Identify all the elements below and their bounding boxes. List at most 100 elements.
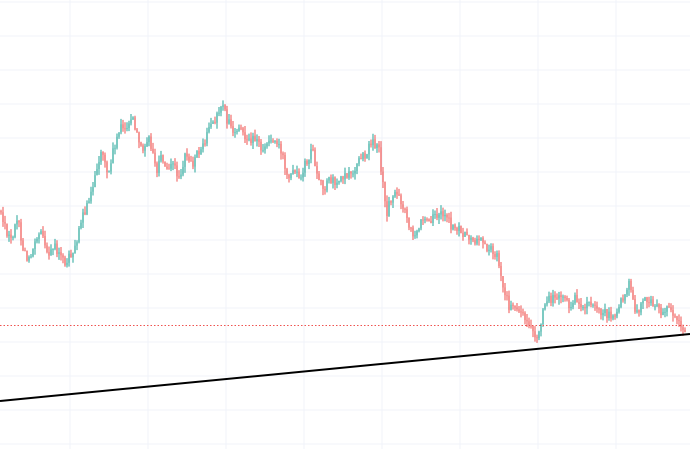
candle-down bbox=[536, 337, 538, 339]
candle-down bbox=[138, 132, 140, 143]
candle-down bbox=[446, 214, 448, 218]
candle-up bbox=[160, 155, 162, 161]
candle-down bbox=[528, 321, 530, 326]
candlestick-series bbox=[0, 100, 686, 343]
candle-down bbox=[514, 306, 516, 308]
candle-down bbox=[494, 254, 496, 257]
candle-down bbox=[282, 153, 284, 156]
candle-up bbox=[624, 294, 626, 301]
candle-down bbox=[436, 214, 438, 218]
candle-up bbox=[424, 219, 426, 221]
candle-up bbox=[98, 161, 100, 170]
candle-up bbox=[300, 177, 302, 179]
candle-down bbox=[450, 217, 452, 230]
candle-down bbox=[136, 129, 138, 133]
candle-up bbox=[570, 307, 572, 309]
candle-down bbox=[386, 201, 388, 216]
candle-down bbox=[502, 276, 504, 288]
candle-down bbox=[56, 243, 58, 255]
candle-up bbox=[392, 196, 394, 203]
candle-up bbox=[76, 242, 78, 246]
candle-down bbox=[522, 312, 524, 314]
candle-down bbox=[324, 188, 326, 191]
candle-down bbox=[316, 166, 318, 174]
candle-down bbox=[150, 136, 152, 149]
candle-up bbox=[548, 295, 550, 302]
candle-up bbox=[96, 169, 98, 176]
candle-down bbox=[276, 140, 278, 145]
candle-down bbox=[350, 171, 352, 174]
candle-up bbox=[418, 228, 420, 232]
candle-up bbox=[414, 235, 416, 237]
candle-up bbox=[58, 252, 60, 255]
candle-down bbox=[314, 149, 316, 167]
candle-down bbox=[526, 319, 528, 322]
candle-up bbox=[130, 119, 132, 124]
candle-up bbox=[268, 140, 270, 144]
candle-up bbox=[274, 140, 276, 143]
candle-up bbox=[68, 253, 70, 263]
candle-down bbox=[374, 139, 376, 149]
candle-down bbox=[272, 140, 274, 143]
candle-down bbox=[576, 295, 578, 303]
candle-up bbox=[292, 170, 294, 174]
candle-up bbox=[118, 132, 120, 137]
candle-down bbox=[246, 139, 248, 141]
candle-down bbox=[412, 227, 414, 237]
candle-up bbox=[148, 136, 150, 143]
candle-down bbox=[646, 297, 648, 303]
candle-up bbox=[612, 315, 614, 319]
candle-up bbox=[358, 158, 360, 164]
candle-up bbox=[78, 228, 80, 243]
candle-up bbox=[338, 180, 340, 183]
candle-down bbox=[518, 309, 520, 312]
candle-up bbox=[328, 177, 330, 181]
candle-down bbox=[638, 310, 640, 313]
candle-up bbox=[544, 304, 546, 310]
candle-up bbox=[588, 301, 590, 303]
candle-up bbox=[184, 153, 186, 167]
candle-up bbox=[108, 171, 110, 173]
candle-up bbox=[458, 226, 460, 231]
candle-up bbox=[510, 304, 512, 311]
candle-down bbox=[568, 299, 570, 308]
candle-up bbox=[644, 297, 646, 301]
candle-up bbox=[182, 166, 184, 175]
candle-up bbox=[616, 311, 618, 317]
candle-down bbox=[60, 252, 62, 256]
candle-up bbox=[54, 243, 56, 250]
candle-up bbox=[212, 121, 214, 124]
candle-up bbox=[636, 310, 638, 312]
candle-down bbox=[672, 309, 674, 316]
candle-down bbox=[622, 298, 624, 301]
candle-down bbox=[10, 234, 12, 238]
candle-down bbox=[478, 238, 480, 240]
candle-up bbox=[14, 224, 16, 238]
candle-up bbox=[94, 175, 96, 188]
candle-up bbox=[542, 309, 544, 325]
candle-up bbox=[290, 173, 292, 179]
candle-down bbox=[442, 211, 444, 217]
candle-down bbox=[378, 144, 380, 148]
candle-up bbox=[654, 306, 656, 308]
candle-down bbox=[186, 153, 188, 157]
candle-up bbox=[86, 202, 88, 215]
candle-down bbox=[188, 156, 190, 161]
candle-down bbox=[140, 142, 142, 146]
candle-up bbox=[196, 151, 198, 158]
candle-down bbox=[142, 145, 144, 151]
candle-down bbox=[554, 294, 556, 298]
candle-up bbox=[558, 295, 560, 299]
candle-up bbox=[572, 302, 574, 308]
candle-up bbox=[650, 299, 652, 304]
candle-down bbox=[288, 174, 290, 179]
candle-down bbox=[556, 297, 558, 299]
candle-up bbox=[8, 234, 10, 236]
candle-down bbox=[402, 204, 404, 209]
candle-down bbox=[596, 305, 598, 309]
candle-up bbox=[234, 132, 236, 134]
candle-up bbox=[662, 311, 664, 316]
candle-down bbox=[152, 148, 154, 153]
